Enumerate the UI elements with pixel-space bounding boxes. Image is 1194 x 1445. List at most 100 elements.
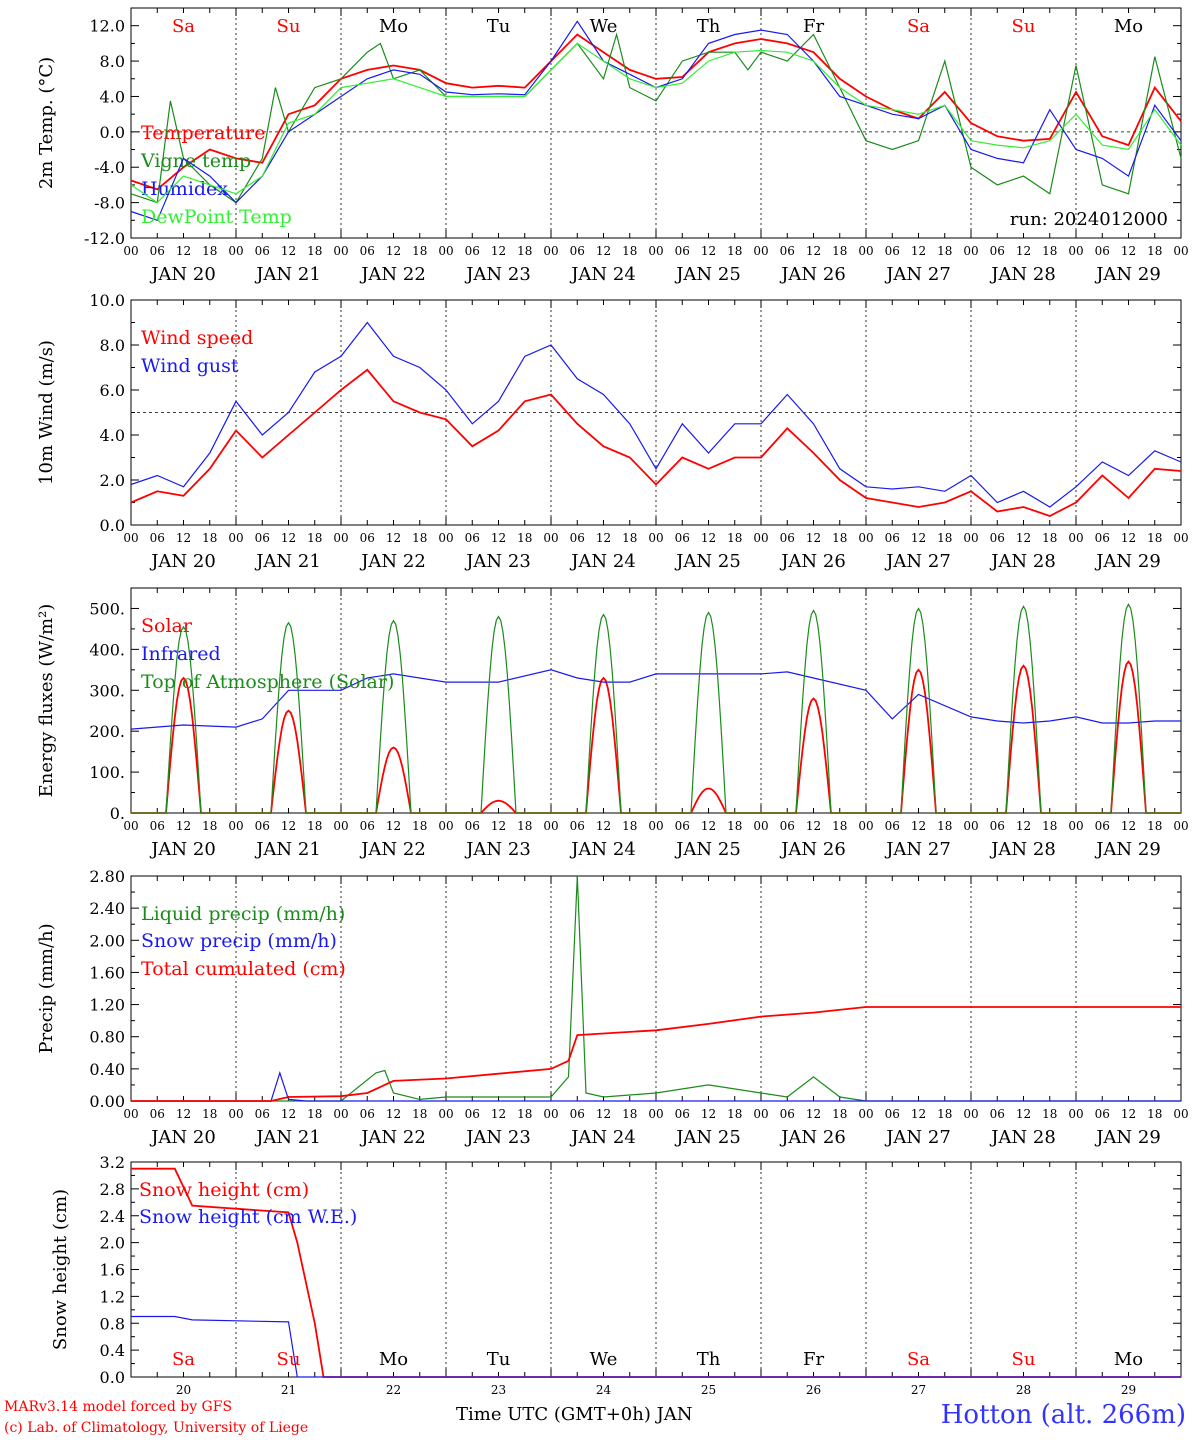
x-hour-label: 12 [1121, 1107, 1136, 1121]
series-line [130, 20, 1182, 222]
panel-5: 3.2 2.8 2.4 2.0 1.6 1.2 0.8 0.4 0.0 Snow height (… [50, 1153, 1182, 1397]
x-hour-label: 18 [622, 819, 637, 833]
x-hour-label: 00 [1173, 244, 1188, 258]
weekday-label: Fr [803, 16, 824, 37]
x-hour-label: 12 [386, 531, 401, 545]
x-hour-label: 12 [1121, 531, 1136, 545]
legend-entry: Infrared [141, 643, 221, 665]
x-hour-label: 00 [1068, 1107, 1083, 1121]
x-hour-label: 18 [1042, 531, 1057, 545]
x-date-label: JAN 25 [674, 551, 741, 572]
y-tick-label: 1.60 [89, 963, 125, 982]
y-tick-label: 0.8 [100, 1314, 125, 1333]
x-hour-label: 18 [1042, 1107, 1057, 1121]
x-date-label: JAN 29 [1094, 264, 1161, 285]
series-line [130, 32, 1182, 204]
x-hour-label: 06 [255, 1107, 270, 1121]
x-hour-label: 00 [543, 244, 558, 258]
series-line [130, 669, 1181, 730]
x-hour-label: 18 [307, 819, 322, 833]
y-tick-label: -12.0 [84, 229, 125, 248]
y-tick-label: 1.20 [89, 996, 125, 1015]
y-tick-label: 300. [89, 681, 125, 700]
x-day-number: 27 [911, 1383, 926, 1397]
y-tick-label: 0.0 [100, 1368, 125, 1387]
x-hour-label: 06 [990, 244, 1005, 258]
legend-entry: Solar [141, 615, 193, 637]
x-hour-label: 12 [1016, 819, 1031, 833]
weekday-label: Su [1012, 1349, 1036, 1370]
x-hour-label: 00 [648, 531, 663, 545]
x-hour-label: 18 [517, 531, 532, 545]
series-line [130, 33, 1182, 191]
x-hour-label: 00 [858, 244, 873, 258]
x-hour-label: 18 [1147, 531, 1162, 545]
x-date-label: JAN 22 [359, 264, 426, 285]
legend-entry: Snow height (cm W.E.) [139, 1206, 357, 1228]
x-date-label: JAN 25 [674, 1127, 741, 1148]
x-hour-label: 00 [543, 531, 558, 545]
x-hour-label: 00 [963, 244, 978, 258]
y-tick-label: 6.0 [100, 381, 125, 400]
weekday-label: Fr [803, 1349, 824, 1370]
x-hour-label: 12 [1121, 819, 1136, 833]
series-line [131, 875, 1181, 1102]
x-hour-label: 18 [832, 244, 847, 258]
y-tick-label: 8.0 [100, 52, 125, 71]
x-date-label: JAN 24 [569, 839, 636, 860]
x-date-label: JAN 23 [464, 264, 531, 285]
series-line [130, 321, 1182, 508]
x-hour-label: 18 [727, 244, 742, 258]
x-hour-label: 18 [937, 1107, 952, 1121]
legend-entry: Wind gust [141, 355, 239, 377]
x-hour-label: 00 [228, 1107, 243, 1121]
x-hour-label: 12 [176, 244, 191, 258]
x-hour-label: 00 [858, 819, 873, 833]
x-hour-label: 06 [465, 531, 480, 545]
x-day-number: 20 [176, 1383, 191, 1397]
x-hour-label: 00 [438, 531, 453, 545]
y-axis-label: 2m Temp. (°C) [36, 57, 57, 189]
x-hour-label: 06 [150, 1107, 165, 1121]
x-hour-label: 18 [937, 244, 952, 258]
weekday-label: Su [277, 16, 301, 37]
y-tick-label: 4.0 [100, 87, 125, 106]
x-hour-label: 00 [963, 531, 978, 545]
x-hour-label: 12 [701, 1107, 716, 1121]
x-hour-label: 18 [307, 531, 322, 545]
panel-1: 12.0 8.0 4.0 0.0 -4.0 -8.0 -12.0 2m Temp. (°C) 0… [36, 7, 1189, 285]
x-hour-label: 06 [150, 819, 165, 833]
x-hour-label: 18 [622, 244, 637, 258]
y-tick-label: 2.00 [89, 931, 125, 950]
x-hour-label: 12 [1016, 531, 1031, 545]
x-hour-label: 06 [1095, 244, 1110, 258]
x-hour-label: 00 [1173, 531, 1188, 545]
x-hour-label: 12 [596, 1107, 611, 1121]
weekday-label: We [590, 16, 618, 37]
x-hour-label: 06 [360, 1107, 375, 1121]
x-date-label: JAN 26 [779, 839, 846, 860]
x-hour-label: 18 [307, 244, 322, 258]
x-hour-label: 18 [202, 244, 217, 258]
x-day-number: 26 [806, 1383, 821, 1397]
x-date-label: JAN 28 [989, 839, 1056, 860]
x-hour-label: 18 [1147, 1107, 1162, 1121]
x-hour-label: 00 [543, 1107, 558, 1121]
x-hour-label: 06 [675, 244, 690, 258]
x-hour-label: 00 [1173, 819, 1188, 833]
x-hour-label: 06 [570, 1107, 585, 1121]
series-line [130, 368, 1182, 517]
x-date-label: JAN 24 [569, 1127, 636, 1148]
x-hour-label: 06 [885, 244, 900, 258]
legend-entry: Liquid precip (mm/h) [141, 903, 345, 925]
x-date-label: JAN 23 [464, 1127, 531, 1148]
legend-entry: Vigne temp [140, 150, 251, 172]
x-hour-label: 06 [780, 819, 795, 833]
weekday-label: Mo [1114, 16, 1143, 37]
x-hour-label: 12 [806, 819, 821, 833]
x-hour-label: 18 [1042, 244, 1057, 258]
weekday-label: Su [1012, 16, 1036, 37]
x-date-label: JAN 23 [464, 839, 531, 860]
x-hour-label: 18 [832, 531, 847, 545]
